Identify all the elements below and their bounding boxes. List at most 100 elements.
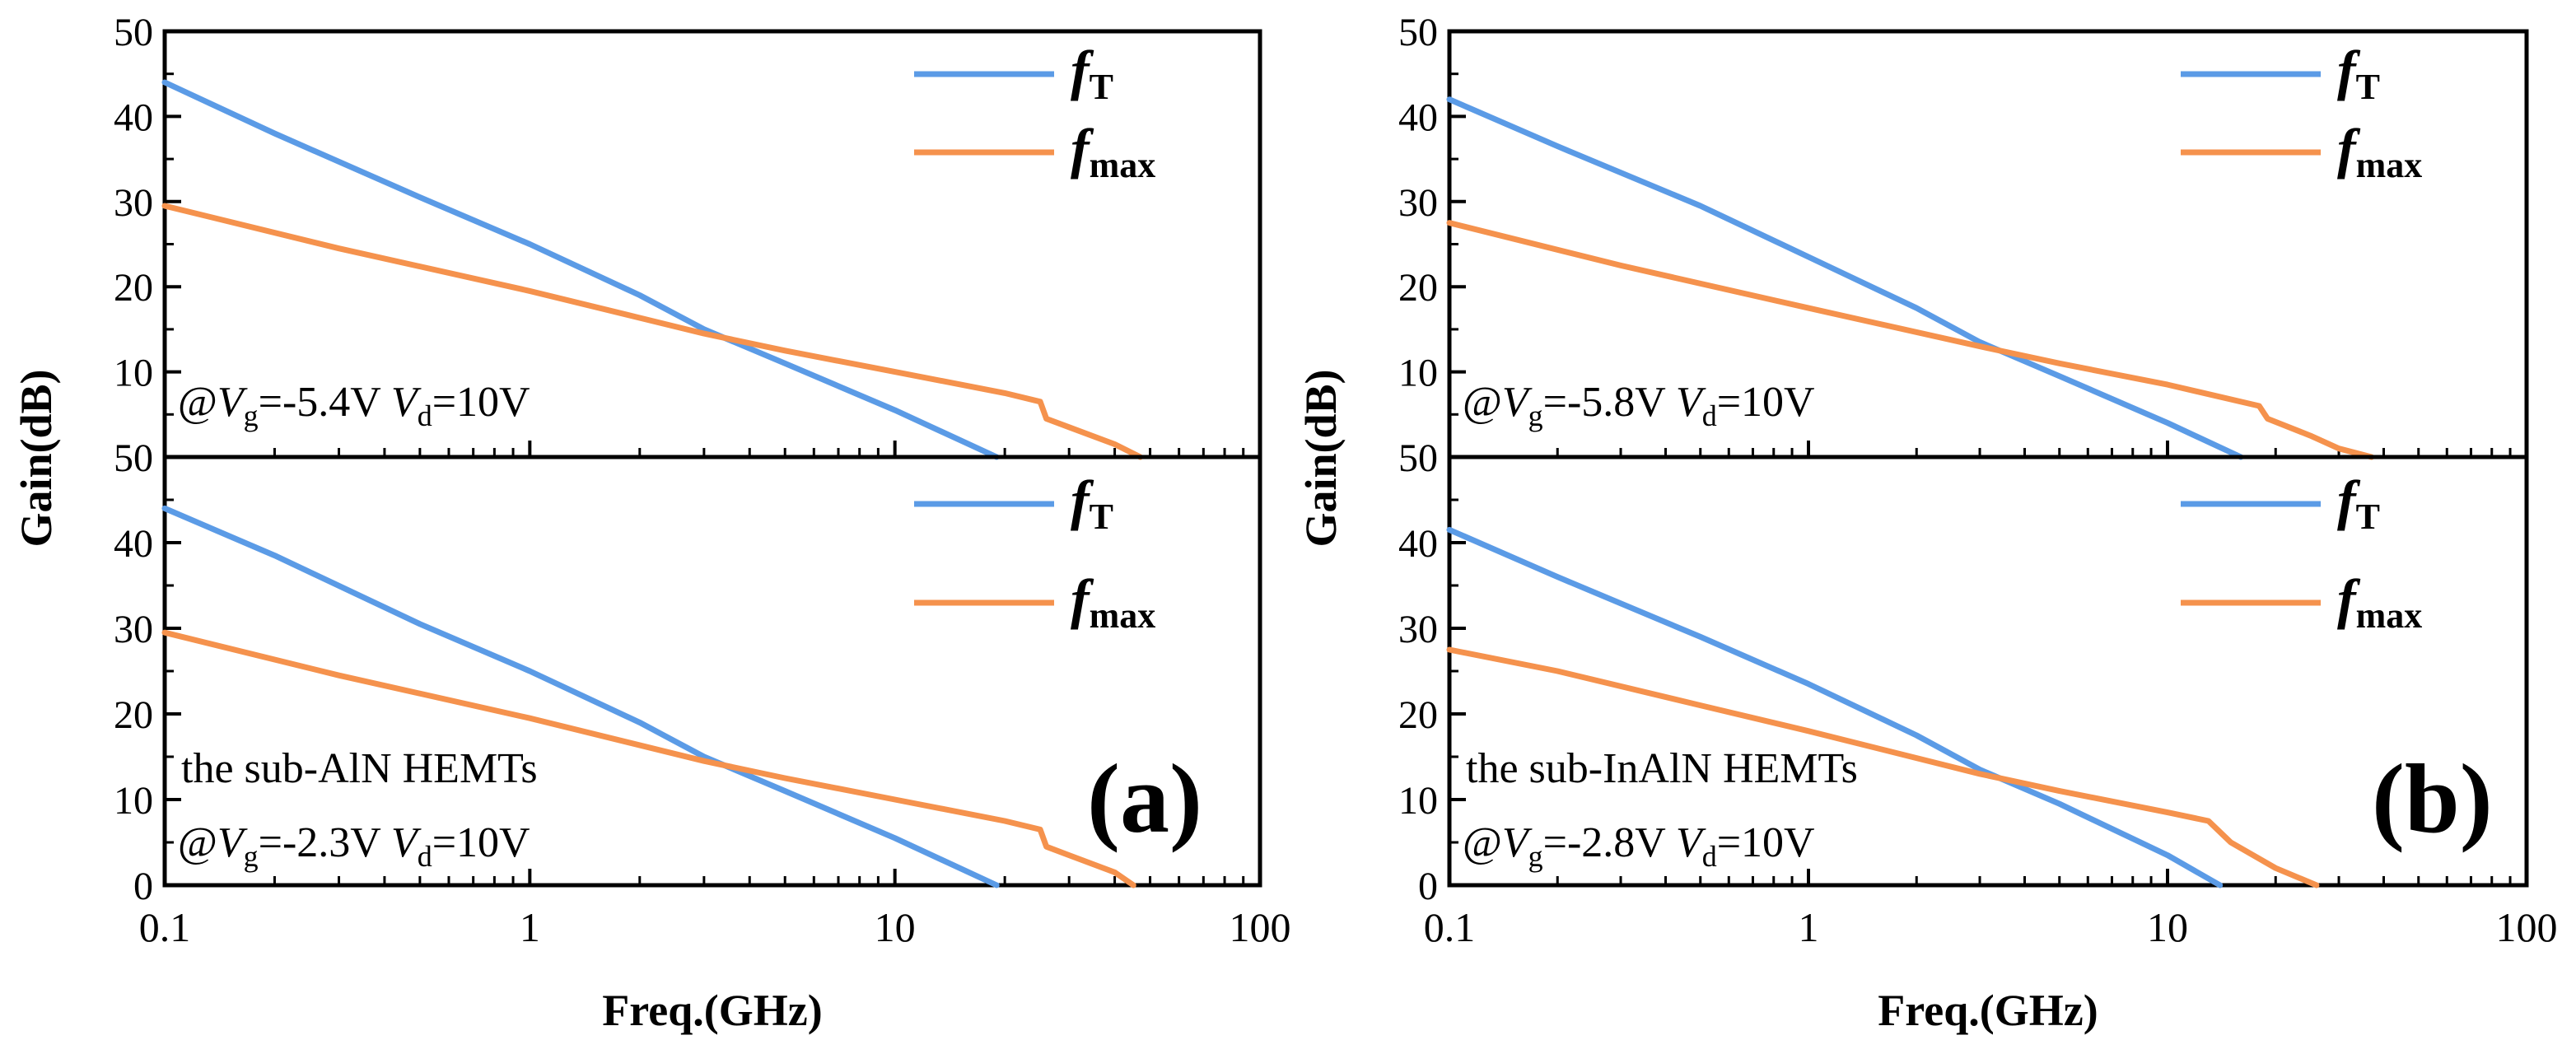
legend-sub: T [2356, 497, 2380, 537]
annotation-value: =10V [1717, 819, 1815, 866]
legend-sub: T [1090, 497, 1113, 537]
y-tick-label: 20 [1398, 693, 1438, 737]
x-tick-label: 100 [2496, 904, 2558, 950]
x-tick-label: 0.1 [139, 904, 191, 950]
panel-label: (a) [1087, 744, 1202, 853]
legend-label: fmax [1071, 567, 1155, 636]
annotation-sub: g [244, 840, 259, 873]
series-line-fmax [161, 629, 1136, 888]
y-tick-label: 0 [133, 865, 153, 908]
legend-label: fT [2337, 39, 2380, 107]
annotation-sub: d [418, 399, 432, 432]
annotation-value: =-5.8V [1543, 379, 1676, 426]
series-line-fmax [1446, 646, 2320, 888]
annotation-var: V [1502, 379, 1533, 426]
x-tick-label: 10 [2147, 904, 2188, 950]
legend-label: fT [1071, 39, 1113, 107]
y-tick-label: 30 [1398, 608, 1438, 651]
x-axis-label: Freq.(GHz) [1878, 986, 2098, 1035]
y-tick-label: 40 [1398, 96, 1438, 139]
annotation-var: V [1676, 819, 1706, 866]
device-annotation: the sub-AlN HEMTs [181, 745, 538, 792]
annotation-sub: d [1702, 840, 1717, 873]
legend-label: fmax [2337, 117, 2422, 185]
annotation-var: V [217, 819, 248, 866]
legend-label: fmax [1071, 117, 1155, 185]
y-tick-label: 40 [1398, 522, 1438, 566]
x-tick-label: 100 [1230, 904, 1291, 950]
y-tick-label: 30 [114, 608, 153, 651]
y-tick-label: 50 [1398, 436, 1438, 480]
y-tick-label: 0 [1418, 865, 1438, 908]
series-line-fT [1446, 526, 2224, 888]
x-tick-label: 1 [520, 904, 540, 950]
annotation-prefix: @ [178, 379, 217, 426]
annotation-value: =-2.8V [1543, 819, 1676, 866]
annotation-sub: g [244, 399, 259, 432]
series-line-fT [161, 505, 1000, 888]
y-tick-label: 50 [1398, 11, 1438, 54]
y-tick-label: 30 [114, 181, 153, 225]
annotation-var: V [1676, 379, 1706, 426]
condition-annotation: @Vg=-5.4V Vd=10V [178, 379, 530, 432]
legend-sub: max [1090, 595, 1156, 636]
y-axis-label: Gain(dB) [1296, 369, 1346, 547]
panel-label: (b) [2372, 744, 2493, 853]
legend-sub: T [1090, 67, 1113, 107]
annotation-sub: g [1528, 840, 1543, 873]
condition-annotation: @Vg=-2.8V Vd=10V [1463, 819, 1815, 873]
x-tick-label: 1 [1799, 904, 1819, 950]
y-tick-label: 50 [114, 11, 153, 54]
y-tick-label: 30 [1398, 181, 1438, 225]
legend-label: fT [2337, 469, 2380, 537]
device-annotation: the sub-InAlN HEMTs [1466, 745, 1858, 792]
y-tick-label: 10 [1398, 352, 1438, 395]
annotation-value: =10V [1717, 379, 1815, 426]
annotation-sub: g [1528, 399, 1543, 432]
annotation-value: =10V [432, 379, 530, 426]
annotation-var: V [391, 379, 422, 426]
y-tick-label: 20 [1398, 266, 1438, 310]
y-tick-label: 10 [114, 779, 153, 823]
legend-sub: max [2356, 595, 2423, 636]
annotation-var: V [1502, 819, 1533, 866]
series-line-fmax [1446, 220, 2375, 460]
annotation-sub: d [1702, 399, 1717, 432]
annotation-prefix: @ [1463, 379, 1502, 426]
condition-annotation: @Vg=-5.8V Vd=10V [1463, 379, 1815, 432]
annotation-prefix: @ [178, 819, 217, 866]
annotation-sub: d [418, 840, 432, 873]
annotation-var: V [391, 819, 422, 866]
legend-label: fmax [2337, 567, 2422, 636]
legend-sub: T [2356, 67, 2380, 107]
x-axis-label: Freq.(GHz) [602, 986, 822, 1035]
series-line-fmax [161, 203, 1144, 460]
x-tick-label: 0.1 [1424, 904, 1476, 950]
annotation-prefix: @ [1463, 819, 1502, 866]
y-axis-label: Gain(dB) [12, 369, 61, 547]
annotation-var: V [217, 379, 248, 426]
annotation-value: =10V [432, 819, 530, 866]
annotation-value: =-5.4V [259, 379, 391, 426]
y-tick-label: 10 [114, 352, 153, 395]
x-tick-label: 10 [875, 904, 916, 950]
y-tick-label: 50 [114, 436, 153, 480]
legend-label: fT [1071, 469, 1113, 537]
condition-annotation: @Vg=-2.3V Vd=10V [178, 819, 530, 873]
y-tick-label: 40 [114, 522, 153, 566]
y-tick-label: 20 [114, 266, 153, 310]
y-tick-label: 40 [114, 96, 153, 139]
legend-sub: max [2356, 145, 2423, 185]
y-tick-label: 10 [1398, 779, 1438, 823]
series-line-fT [161, 79, 1000, 460]
annotation-value: =-2.3V [259, 819, 391, 866]
legend-sub: max [1090, 145, 1156, 185]
series-line-fT [1446, 96, 2244, 460]
